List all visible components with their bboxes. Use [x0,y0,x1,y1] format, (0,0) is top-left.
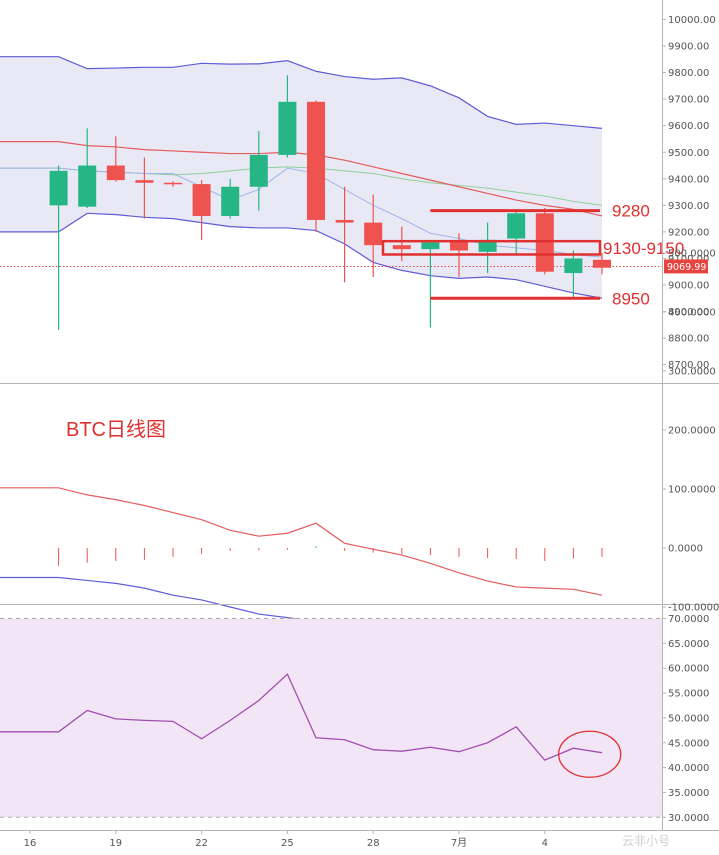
rsi-axis-tick-label: 70.0000 [668,614,709,625]
chart-title: BTC日线图 [66,418,166,441]
rsi-axis-tick-label: 45.0000 [668,738,709,749]
level-label-8950: 8950 [612,289,650,308]
candle-body [535,213,554,272]
rsi-axis-tick-label: 40.0000 [668,763,709,774]
x-axis-tick-label: 25 [281,838,294,849]
macd-axis-tick-label: 300.0000 [668,367,716,378]
macd-axis-tick-label: 400.0000 [668,308,716,319]
rsi-axis-tick-label: 50.0000 [668,713,709,724]
x-axis-tick-label: 28 [367,838,380,849]
macd-axis-tick-label: 200.0000 [668,426,716,437]
x-axis-tick-label: 4 [542,838,548,849]
rsi-axis-tick-label: 60.0000 [668,664,709,675]
candle-body [364,222,383,246]
rsi-line [0,673,603,761]
candle-body [392,245,411,250]
price-axis-tick-label: 9800.00 [668,68,709,79]
current-price-tag [664,259,708,274]
candle-body [49,170,68,206]
rsi-axis-tick-label: 35.0000 [668,788,709,799]
rsi-highlight-circle [558,730,622,778]
price-axis-tick-label: 9300.00 [668,201,709,212]
level-label-9280: 9280 [612,202,650,221]
rsi-axis-tick-label: 65.0000 [668,639,709,650]
x-axis-tick-label: 19 [109,838,122,849]
rsi-axis-tick-label: 30.0000 [668,813,709,824]
price-axis-tick-label: 9200.00 [668,227,709,238]
bollinger-band-fill [0,56,602,299]
bollinger-upper-line [0,56,603,129]
price-axis-tick-label: 9700.00 [668,95,709,106]
price-axis-tick-label: 9500.00 [668,148,709,159]
candle-body [507,213,526,239]
x-axis-tick-label: 16 [24,838,37,849]
candle-body [106,165,125,181]
macd-axis-tick-label: 0.0000 [668,544,703,555]
price-axis-tick-label: 9400.00 [668,174,709,185]
macd-axis-tick-label: -100.0000 [668,603,719,614]
rsi-panel [0,618,662,818]
candle-body [278,101,297,155]
candle-body [221,186,240,216]
macd-axis-tick-label: 500.0000 [668,249,716,260]
rsi-band-fill [0,618,662,818]
x-axis-tick-label: 22 [195,838,208,849]
price-axis-tick-label: 9600.00 [668,121,709,132]
candle-body [192,184,211,216]
candle-body [335,219,354,223]
current-price-tag-label: 9069.99 [667,262,706,273]
x-axis-tick-label: 7月 [451,837,467,849]
rsi-axis-tick-label: 55.0000 [668,689,709,700]
price-axis-tick-label: 10000.00 [668,15,716,26]
candle-body [135,180,154,183]
macd-axis-tick-label: 100.0000 [668,485,716,496]
candle-body [478,239,497,252]
watermark: 云非小号 [622,834,670,848]
candle-body [450,241,468,251]
candle-body [78,165,97,207]
price-axis-tick-label: 8800.00 [668,334,709,345]
candle-body [421,242,440,250]
price-axis-tick-label: 9000.00 [668,281,709,292]
level-zone-box [381,239,602,256]
price-axis-tick-label: 8700.00 [668,360,709,371]
candle-body [164,182,182,185]
price-axis-tick-label: 9900.00 [668,42,709,53]
candle-body [249,154,268,187]
candle-body [593,259,611,268]
candle-body [307,101,325,220]
candle-body [564,258,583,274]
macd-dea-line [0,487,603,596]
price-axis-tick-label: 8900.00 [668,307,709,318]
